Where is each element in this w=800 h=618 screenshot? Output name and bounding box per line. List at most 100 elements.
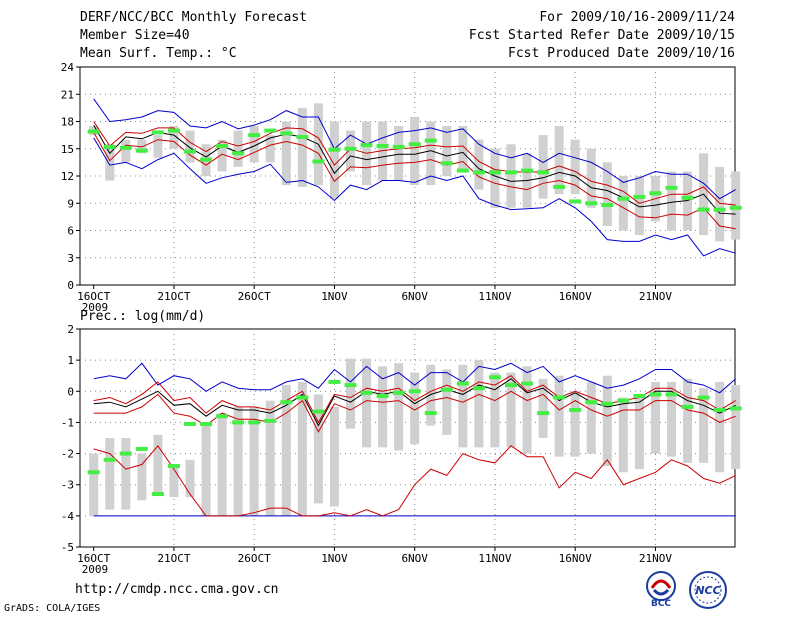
produced-date: Fcst Produced Date 2009/10/16 [508, 46, 735, 61]
prec-observed-marker [617, 398, 630, 403]
prec-observed-marker [681, 404, 694, 409]
temp-observed-marker [553, 184, 566, 189]
temp-ensemble-box [554, 126, 564, 195]
prec-observed-marker [312, 409, 325, 414]
footer-url[interactable]: http://cmdp.ncc.cma.gov.cn [75, 582, 279, 597]
prec-ensemble-box [667, 381, 676, 457]
prec-xtick-label: 6NOV [401, 552, 428, 565]
prec-ensemble-box [265, 400, 275, 516]
prec-observed-marker [665, 392, 678, 397]
temp-mean-line [93, 124, 736, 215]
temp-min-line [93, 137, 736, 257]
temp-observed-marker [537, 170, 550, 175]
temp-observed-marker [649, 191, 662, 196]
prec-mean-line [93, 378, 736, 427]
prec-ensemble-box [731, 385, 741, 470]
temp-observed-marker [681, 195, 694, 200]
prec-xtick-label: 11NOV [478, 552, 511, 565]
temp-observed-marker [376, 144, 389, 149]
prec-ensemble-box [201, 425, 211, 516]
prec-observed-marker [440, 387, 453, 392]
grads-credit: GrADS: COLA/IGES [4, 603, 101, 614]
temp-observed-marker [665, 185, 678, 190]
temp-ensemble-box [249, 126, 259, 163]
temp-ensemble-box [667, 171, 676, 231]
prec-observed-marker [697, 395, 710, 400]
prec-observed-marker [135, 446, 148, 451]
prec-xtick-label: 16NOV [559, 552, 592, 565]
temp-observed-marker [488, 170, 501, 175]
temp-observed-marker [87, 129, 100, 134]
temp-ensemble-box [426, 121, 436, 186]
prec-observed-marker [505, 383, 517, 388]
temp-observed-marker [713, 207, 726, 212]
temp-ensemble-box [586, 148, 596, 208]
prec-observed-marker [488, 375, 501, 380]
temp-observed-marker [280, 131, 293, 136]
temp-ensemble-box [410, 116, 420, 186]
temp-observed-marker [569, 199, 582, 204]
prec-ensemble-box [281, 385, 291, 516]
prec-observed-marker [328, 379, 341, 384]
prec-ensemble-box [538, 378, 548, 438]
temp-ensemble-box [570, 139, 580, 195]
temp-ensemble-box [265, 135, 275, 163]
temp-ensemble-box [281, 121, 291, 186]
prec-observed-marker [456, 381, 469, 386]
temp-ensemble-box [346, 130, 355, 172]
prec-ensemble-box [522, 366, 532, 454]
prec-observed-marker [376, 393, 389, 398]
prec-ensemble-box [121, 438, 131, 510]
prec-observed-marker [633, 393, 646, 398]
temp-xtick-label: 1NOV [321, 290, 348, 303]
temp-ensemble-box [329, 121, 339, 199]
prec-observed-marker [184, 421, 196, 426]
temp-max-line [93, 98, 736, 200]
prec-ensemble-box [442, 369, 452, 435]
temp-ensemble-box [506, 144, 516, 208]
prec-xtick-label: 26OCT [238, 552, 271, 565]
prec-ensemble-box [394, 363, 404, 451]
prec-xtick-label: 16OCT [77, 552, 110, 565]
temp-ytick-label: 12 [61, 170, 74, 183]
temp-xtick-label: 26OCT [238, 290, 271, 303]
prec-observed-marker [713, 407, 726, 412]
temp-observed-marker [585, 201, 598, 206]
temp-observed-marker [312, 159, 325, 164]
chart-title: DERF/NCC/BCC Monthly Forecast [80, 10, 307, 25]
prec-ensemble-box [185, 459, 195, 498]
prec-ensemble-box [233, 406, 243, 516]
temp-ensemble-box [618, 176, 628, 231]
prec-ytick-label: -1 [61, 416, 74, 429]
prec-observed-marker [296, 395, 309, 400]
prec-low-spread-line [93, 444, 736, 517]
prec-ytick-label: -5 [61, 541, 74, 554]
temp-ensemble-box [442, 126, 452, 176]
temp-ytick-label: 15 [61, 143, 74, 156]
temp-observed-marker [456, 168, 469, 173]
prec-observed-marker [216, 414, 229, 419]
prec-observed-marker [408, 389, 421, 394]
prec-observed-marker [151, 492, 164, 497]
prec-ensemble-box [297, 381, 307, 516]
member-size: Member Size=40 [80, 28, 190, 43]
prec-ensemble-box [426, 364, 436, 426]
temp-observed-marker [633, 194, 646, 199]
temp-observed-marker [232, 151, 245, 156]
temp-ytick-label: 24 [61, 61, 75, 74]
temp-ensemble-box [458, 126, 468, 172]
temp-observed-marker [408, 142, 421, 147]
prec-ensemble-box [618, 397, 628, 473]
prec-ensemble-box [554, 375, 564, 457]
temp-observed-marker [697, 207, 710, 212]
prec-observed-marker [248, 420, 261, 425]
prec-ytick-label: 1 [67, 354, 74, 367]
prec-observed-marker [344, 383, 357, 388]
prec-observed-marker [167, 464, 180, 469]
bcc-logo: BCC [646, 571, 676, 608]
prec-ensemble-box [474, 360, 484, 448]
temp-observed-marker [248, 133, 261, 138]
prec-observed-marker [424, 411, 437, 416]
prec-observed-marker [553, 395, 566, 400]
